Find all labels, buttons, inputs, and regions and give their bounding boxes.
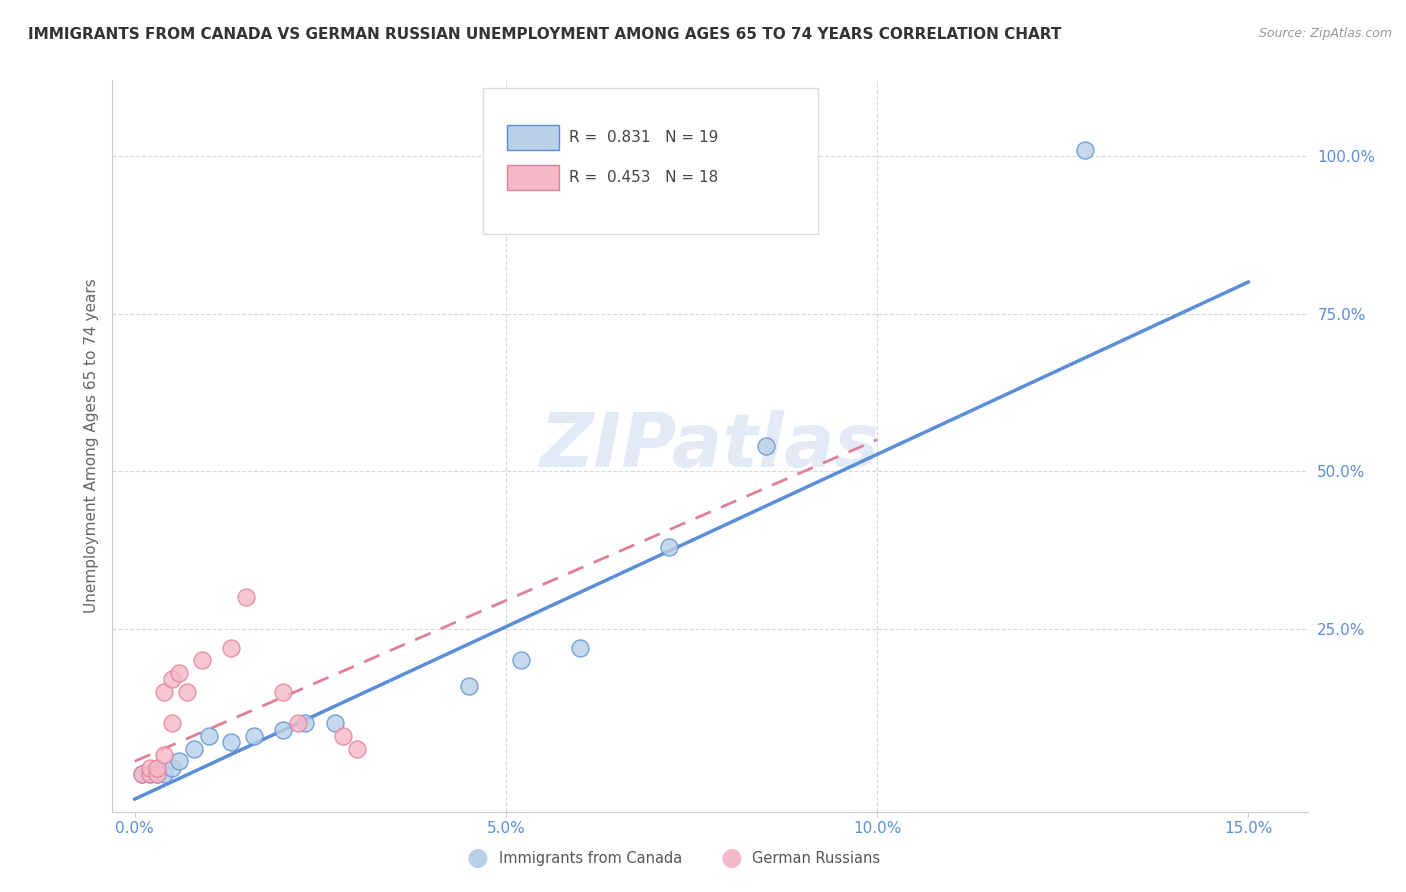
Point [294,716,316,731]
Point [160,761,183,775]
FancyBboxPatch shape [484,87,818,234]
Point [190,653,212,667]
Text: R =  0.831   N = 19: R = 0.831 N = 19 [569,130,718,145]
Text: Immigrants from Canada: Immigrants from Canada [499,851,682,865]
Text: ZIPatlas: ZIPatlas [540,409,880,483]
Point [146,761,169,775]
Point [153,767,176,781]
FancyBboxPatch shape [508,165,560,190]
Point [457,679,479,693]
Text: Source: ZipAtlas.com: Source: ZipAtlas.com [1258,27,1392,40]
Point [176,685,198,699]
Point [138,761,160,775]
Point [153,747,176,762]
Y-axis label: Unemployment Among Ages 65 to 74 years: Unemployment Among Ages 65 to 74 years [83,278,98,614]
Point [153,685,176,699]
Point [131,767,153,781]
Point [287,716,309,731]
Point [1074,143,1097,157]
Point [219,640,242,655]
Text: ●: ● [467,847,489,870]
Text: R =  0.453   N = 18: R = 0.453 N = 18 [569,170,718,185]
Text: ●: ● [720,847,742,870]
Point [138,767,160,781]
Point [323,716,346,731]
Text: IMMIGRANTS FROM CANADA VS GERMAN RUSSIAN UNEMPLOYMENT AMONG AGES 65 TO 74 YEARS : IMMIGRANTS FROM CANADA VS GERMAN RUSSIAN… [28,27,1062,42]
FancyBboxPatch shape [508,125,560,150]
Point [138,767,160,781]
Text: German Russians: German Russians [752,851,880,865]
Point [242,729,264,743]
Point [219,735,242,749]
Point [569,640,592,655]
Point [235,591,257,605]
Point [146,767,169,781]
Point [271,685,294,699]
Point [755,439,778,453]
Point [332,729,354,743]
Point [131,767,153,781]
Point [169,665,191,680]
Point [346,741,368,756]
Point [160,716,183,731]
Point [509,653,531,667]
Point [160,673,183,687]
Point [271,723,294,737]
Point [146,767,169,781]
Point [169,754,191,768]
Point [198,729,221,743]
Point [658,540,681,554]
Point [183,741,205,756]
